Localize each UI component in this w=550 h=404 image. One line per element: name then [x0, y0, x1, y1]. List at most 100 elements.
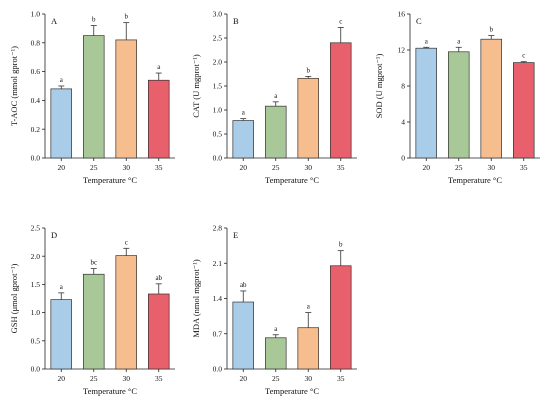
panel-d-bar-25	[82, 273, 105, 370]
panel-b-significance-25: a	[274, 92, 278, 100]
panel-d-bar-30	[115, 255, 137, 370]
panel-c-y-tick-label: 0	[401, 154, 405, 163]
panel-b-y-tick-label: 3.0	[213, 10, 223, 19]
panel-c-y-tick-label: 16	[398, 10, 406, 19]
panel-a-x-tick-label: 20	[58, 163, 66, 172]
panel-e-bar-35	[330, 265, 352, 370]
panel-c-x-tick-label: 25	[455, 163, 463, 172]
panel-c-x-axis-title: Temperature °C	[448, 175, 502, 185]
panel-b-bar-25	[265, 105, 287, 159]
panel-a-significance-25: b	[92, 16, 96, 24]
panel-c-y-tick-label: 4	[401, 118, 405, 127]
panel-a-y-tick-label: 1.0	[31, 10, 41, 19]
panel-d: 0.0 0.5 1.0 1.5 2.0 2.5 a 20 bc 25 c 30 ab 35 Temperat…	[9, 224, 175, 396]
panel-a-bar-20	[50, 88, 72, 159]
panel-b-x-tick-label: 30	[305, 163, 313, 172]
panel-b-bar-20	[232, 120, 255, 159]
panel-a-y-tick-label: 0.0	[31, 154, 41, 163]
panel-e-significance-35: b	[339, 241, 343, 249]
panel-c-y-axis-title: SOD (U mgprot⁻¹)	[374, 54, 384, 119]
panel-e-significance-30: a	[307, 303, 311, 311]
panel-a-y-tick-label: 0.6	[31, 67, 41, 76]
panel-a-x-axis-title: Temperature °C	[83, 175, 137, 185]
panel-c-significance-20: a	[425, 37, 429, 45]
panel-d-y-tick-label: 2.5	[31, 224, 41, 233]
panel-c-significance-35: c	[522, 52, 525, 60]
panel-b-y-tick-label: 0.5	[213, 130, 223, 139]
panel-b-letter: B	[233, 16, 239, 26]
panel-b-bar-35	[330, 42, 352, 159]
panel-d-y-tick-label: 1.0	[31, 308, 41, 317]
panel-d-y-tick-label: 0.0	[31, 365, 41, 374]
panel-b-y-tick-label: 1.5	[213, 82, 223, 91]
panel-b-y-tick-label: 1.0	[213, 106, 223, 115]
panel-e-y-tick-label: 2.8	[213, 224, 223, 233]
panel-a-bar-25	[82, 35, 105, 159]
panel-d-y-tick-label: 1.5	[31, 280, 41, 289]
panel-c-bar-35	[512, 62, 535, 159]
panel-d-significance-35: ab	[155, 274, 162, 282]
panel-e-x-axis-title: Temperature °C	[265, 386, 319, 396]
panel-e-y-tick-label: 2.1	[213, 259, 223, 268]
panel-e-significance-25: a	[274, 325, 278, 333]
panel-a-y-tick-label: 0.4	[31, 96, 41, 105]
panel-c-x-tick-label: 30	[488, 163, 496, 172]
panel-a-y-axis-title: T-AOC (mmol gprot⁻¹)	[9, 46, 19, 126]
panel-e-bar-30	[297, 327, 320, 370]
panel-a-bar-35	[148, 79, 170, 159]
panel-e: 0.0 0.7 1.4 2.1 2.8 ab 20 a 25 a 30 b 35 Temperature …	[191, 224, 357, 396]
panel-c-significance-30: b	[490, 26, 494, 34]
panel-e-y-tick-label: 0.0	[213, 365, 223, 374]
panel-a-bar-30	[115, 39, 137, 159]
panel-d-x-tick-label: 30	[123, 374, 131, 383]
panel-a-significance-35: a	[157, 63, 161, 71]
panel-c-x-tick-label: 35	[520, 163, 528, 172]
panel-c-letter: C	[416, 16, 422, 26]
panel-a-x-tick-label: 30	[123, 163, 131, 172]
panel-e-x-tick-label: 25	[272, 374, 280, 383]
panel-e-x-tick-label: 30	[305, 374, 313, 383]
panel-d-x-tick-label: 20	[58, 374, 66, 383]
panel-b-y-axis-title: CAT (U mgprot⁻¹)	[191, 54, 201, 118]
panel-d-y-axis-title: GSH (μmol gprot⁻¹)	[9, 264, 19, 334]
panel-d-significance-20: a	[60, 283, 64, 291]
panel-c-bar-25	[448, 51, 470, 159]
panel-b-x-tick-label: 20	[240, 163, 248, 172]
panel-b-bar-30	[297, 77, 320, 159]
panel-b-y-tick-label: 0.0	[213, 154, 223, 163]
panel-b-x-axis-title: Temperature °C	[265, 175, 319, 185]
panel-d-letter: D	[51, 230, 57, 240]
panel-d-bar-35	[148, 293, 170, 370]
panel-d-significance-30: c	[125, 238, 128, 246]
panel-e-x-tick-label: 20	[240, 374, 248, 383]
panel-c-bar-30	[480, 38, 503, 159]
panel-d-y-tick-label: 0.5	[31, 336, 41, 345]
panel-d-significance-25: bc	[90, 259, 97, 267]
panel-a-x-tick-label: 35	[155, 163, 163, 172]
panel-a: 0.0 0.2 0.4 0.6 0.8 1.0 a 20 b 25 b 30 a 35 Temperatur…	[9, 10, 175, 185]
panel-e-bar-20	[232, 301, 255, 370]
panel-e-y-axis-title: MDA (nmol mgprot⁻¹)	[191, 259, 201, 338]
panel-e-bar-25	[265, 337, 287, 370]
panel-e-x-tick-label: 35	[337, 374, 345, 383]
panel-c-bar-20	[415, 47, 438, 159]
panel-b-significance-35: c	[339, 17, 342, 25]
panel-b-y-tick-label: 2.5	[213, 34, 223, 43]
panel-b-x-tick-label: 25	[272, 163, 280, 172]
panel-e-y-tick-label: 0.7	[213, 329, 223, 338]
panel-b-y-tick-label: 2.0	[213, 58, 223, 67]
panel-e-letter: E	[233, 230, 238, 240]
panel-c-significance-25: a	[457, 37, 461, 45]
panel-d-x-tick-label: 25	[90, 374, 98, 383]
panel-a-y-tick-label: 0.2	[31, 125, 41, 134]
panel-a-y-tick-label: 0.8	[31, 38, 41, 47]
panel-d-y-tick-label: 2.0	[31, 252, 41, 261]
panel-a-significance-30: b	[125, 13, 129, 21]
panel-c-x-tick-label: 20	[423, 163, 431, 172]
panel-d-bar-20	[50, 299, 72, 370]
panel-e-y-tick-label: 1.4	[213, 294, 223, 303]
panel-b-significance-20: a	[242, 109, 246, 117]
panel-d-x-tick-label: 35	[155, 374, 163, 383]
panel-c-y-tick-label: 12	[398, 46, 406, 55]
panel-a-significance-20: a	[60, 76, 64, 84]
